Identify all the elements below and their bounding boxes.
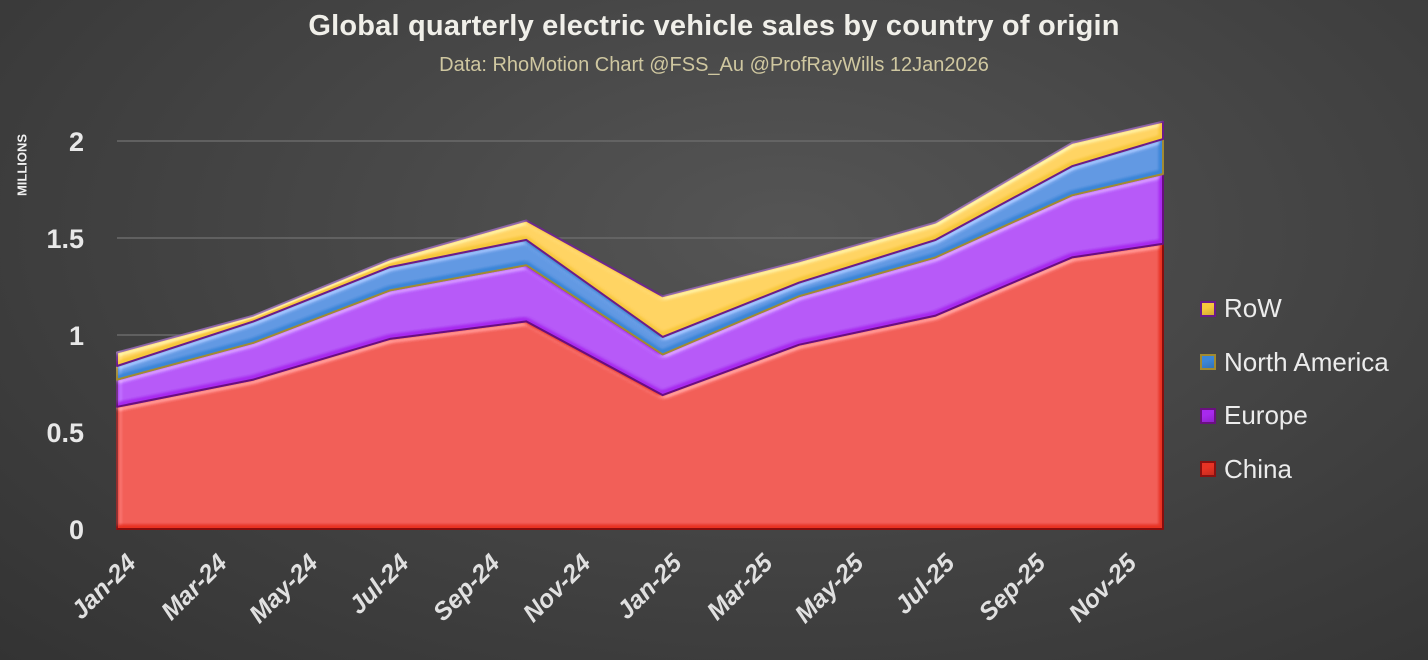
legend-item-north-america: North America [1200,336,1389,390]
x-axis-ticks: Jan-24 Mar-24 May-24 Jul-24 Sep-24 Nov-24 Jan-… [66,548,1143,629]
legend: RoW North America Europe China [1200,282,1389,496]
x-tick-label: Jul-25 [889,548,961,620]
x-tick-label: Jan-25 [612,548,689,625]
y-tick-label: 0 [69,515,84,545]
area-row [116,120,1164,367]
x-tick-label: May-24 [244,549,324,629]
x-tick-label: Mar-24 [156,549,233,626]
y-tick-label: 2 [69,127,84,157]
x-tick-label: Mar-25 [702,548,780,626]
legend-swatch [1200,354,1216,371]
chart-subtitle: Data: RhoMotion Chart @FSS_Au @ProfRayWi… [439,54,989,76]
x-tick-label: Jul-24 [344,549,415,620]
legend-label: China [1224,453,1292,484]
y-tick-label: 1 [69,321,84,351]
stacked-areas [116,120,1164,530]
legend-label: RoW [1224,293,1282,324]
legend-item-china: China [1200,443,1389,497]
x-tick-label: Nov-24 [518,549,597,628]
legend-item-row: RoW [1200,282,1389,336]
legend-swatch [1200,300,1216,317]
y-axis-ticks: 0 0.5 1 1.5 2 [46,127,84,545]
x-tick-label: Sep-24 [428,549,506,627]
y-tick-label: 1.5 [46,224,84,254]
legend-item-europe: Europe [1200,389,1389,443]
legend-label: North America [1224,346,1389,377]
legend-swatch [1200,407,1216,424]
y-tick-label: 0.5 [46,418,84,448]
chart-title: Global quarterly electric vehicle sales … [308,10,1120,42]
legend-swatch [1200,461,1216,478]
legend-label: Europe [1224,400,1308,431]
x-tick-label: Sep-25 [973,548,1052,627]
x-tick-label: May-25 [790,548,871,629]
x-tick-label: Jan-24 [66,549,142,625]
x-tick-label: Nov-25 [1063,548,1143,628]
